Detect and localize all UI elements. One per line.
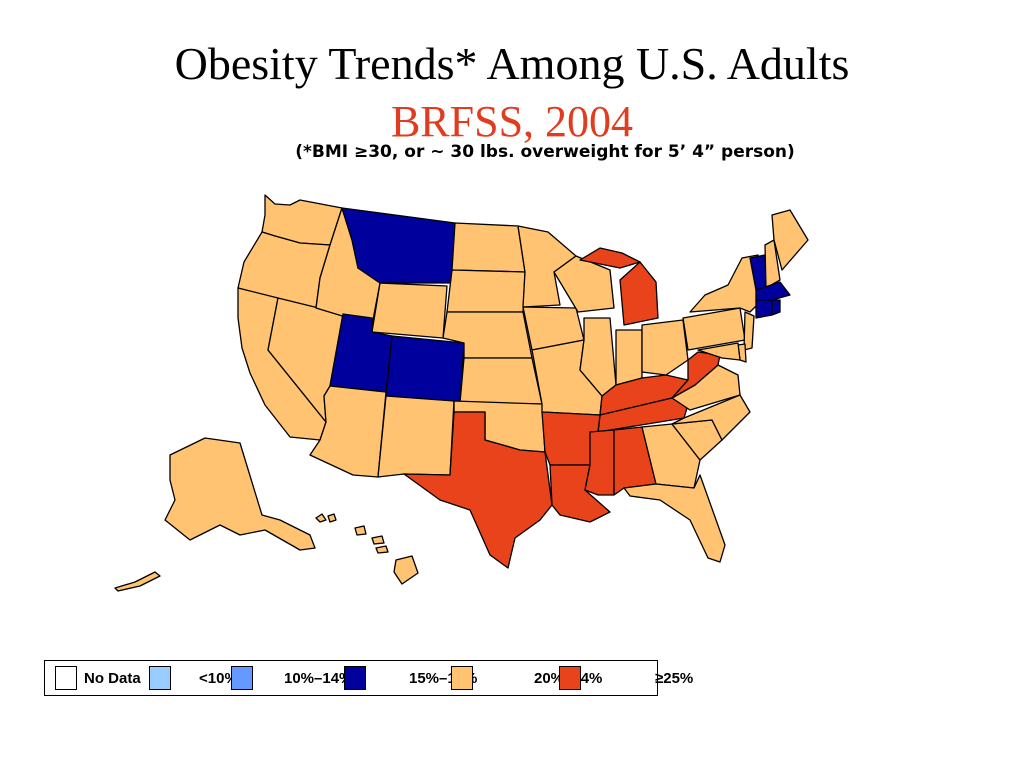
legend-swatch-20-24	[451, 666, 473, 690]
state-HI-big	[393, 555, 419, 585]
state-HI-4	[371, 535, 385, 545]
state-MN	[517, 225, 577, 308]
state-HI-3	[354, 525, 367, 536]
state-MA	[755, 281, 791, 301]
state-OH	[641, 319, 689, 376]
state-NY	[689, 254, 763, 313]
state-AK	[164, 437, 316, 551]
map-legend: No Data <10% 10%–14% 15%–19% 20%–24% ≥25…	[44, 660, 693, 696]
state-SD	[446, 269, 526, 313]
state-TX	[403, 411, 553, 569]
state-NM	[377, 395, 455, 478]
state-HI-2	[327, 513, 337, 523]
legend-swatch-15-19	[344, 666, 366, 690]
state-HI-1	[315, 513, 327, 523]
state-NJ	[743, 311, 755, 351]
state-WY	[371, 282, 448, 339]
state-KS	[459, 357, 543, 405]
state-MD	[697, 342, 741, 361]
legend-label-10-14: 10%–14%	[284, 670, 353, 687]
state-NH	[764, 239, 781, 289]
state-ND	[451, 222, 526, 273]
legend-swatch-10-14	[231, 666, 253, 690]
state-ME	[771, 209, 809, 271]
state-WI	[553, 255, 615, 313]
state-CO	[385, 335, 465, 404]
legend-swatch-no-data	[55, 666, 77, 690]
map-subtitle: BRFSS, 2004	[390, 97, 634, 146]
state-MS	[584, 429, 615, 496]
map-title: Obesity Trends* Among U.S. Adults	[174, 38, 850, 89]
state-HI-5	[375, 545, 389, 554]
state-WV	[671, 351, 721, 399]
state-MI-upper	[579, 247, 641, 269]
bmi-footnote: (*BMI ≥30, or ~ 30 lbs. overweight for 5…	[295, 142, 795, 162]
state-CT	[755, 299, 773, 319]
state-RI	[771, 299, 781, 316]
legend-swatch-ge25	[559, 666, 581, 690]
state-FL	[623, 474, 726, 563]
state-IN	[615, 329, 643, 386]
state-AK-chain	[114, 571, 161, 592]
legend-label-ge25: ≥25%	[655, 670, 694, 687]
legend-swatch-lt10	[149, 666, 171, 690]
state-MI	[619, 261, 659, 326]
legend-label-no-data: No Data	[84, 670, 141, 687]
state-GA	[641, 423, 701, 489]
legend-label-lt10: <10%	[199, 670, 238, 687]
